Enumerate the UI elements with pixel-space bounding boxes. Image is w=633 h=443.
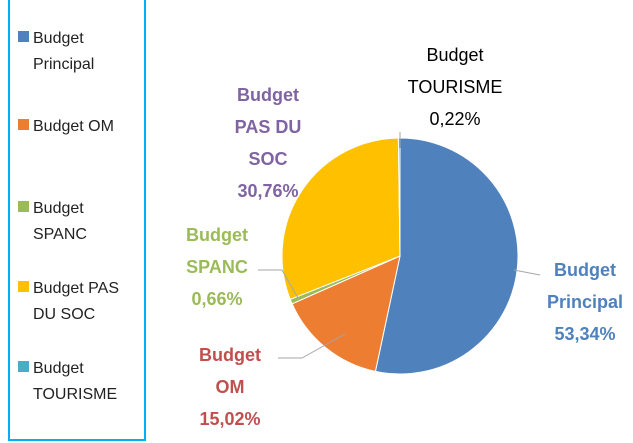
legend-item: Budget PAS DU SOC <box>18 276 133 328</box>
pie-slice <box>291 255 401 373</box>
legend-swatch <box>18 119 29 130</box>
legend-label: Budget SPANC <box>33 200 87 243</box>
data-label-value: 0,22% <box>429 109 481 129</box>
legend-swatch <box>18 281 29 292</box>
data-label: Budget Principal 53,34% <box>515 254 633 350</box>
pie-slice <box>374 137 519 375</box>
data-label-name: Budget Principal <box>546 260 624 312</box>
legend-item: Budget Principal <box>18 26 133 78</box>
data-label-name: Budget SPANC <box>186 225 248 277</box>
legend-label: Budget PAS DU SOC <box>33 280 119 323</box>
legend-swatch <box>18 361 29 372</box>
legend-label: Budget TOURISME <box>33 360 118 403</box>
data-label: Budget PAS DU SOC 30,76% <box>198 79 338 207</box>
legend-item: Budget TOURISME <box>18 356 133 408</box>
data-label-name: Budget TOURISME <box>407 45 503 97</box>
leader-line <box>258 269 299 299</box>
legend-item: Budget OM <box>18 114 133 140</box>
data-label-value: 53,34% <box>554 324 616 344</box>
data-label: Budget SPANC 0,66% <box>147 219 287 315</box>
legend-swatch <box>18 31 29 42</box>
leader-line <box>278 333 346 359</box>
legend-item: Budget SPANC <box>18 196 133 248</box>
legend-swatch <box>18 201 29 212</box>
leader-line <box>513 269 541 276</box>
legend-label: Budget OM <box>33 118 114 135</box>
data-label: Budget OM 15,02% <box>160 339 300 435</box>
data-label-name: Budget OM <box>199 345 261 397</box>
data-label-value: 15,02% <box>199 409 261 429</box>
data-label-value: 0,66% <box>191 289 243 309</box>
legend-label: Budget Principal <box>33 30 95 73</box>
legend: Budget Principal Budget OM Budget SPANC Bud… <box>8 0 146 441</box>
data-label-value: 30,76% <box>237 181 299 201</box>
pie-slice <box>281 137 401 300</box>
data-label: Budget TOURISME 0,22% <box>385 39 525 135</box>
data-label-name: Budget PAS DU SOC <box>234 85 302 169</box>
